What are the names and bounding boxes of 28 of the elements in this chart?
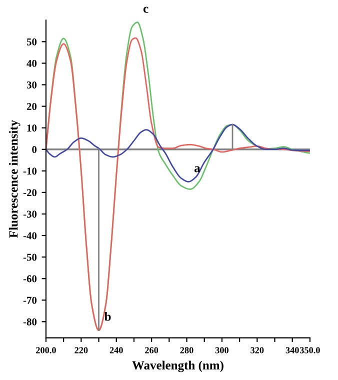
y-tick-label: 50 xyxy=(26,38,37,46)
x-tick-label: 220 xyxy=(74,347,88,354)
x-tick-label: 280 xyxy=(180,347,194,354)
y-tick-label: -20 xyxy=(23,189,37,196)
y-tick-label: -80 xyxy=(23,318,37,326)
y-tick-label: -30 xyxy=(23,210,37,218)
x-axis-title: Wavelength (nm) xyxy=(132,360,224,372)
y-tick-label: -70 xyxy=(23,296,37,304)
y-tick-label: 10 xyxy=(27,124,37,132)
x-tick-label: 340 xyxy=(286,347,299,354)
y-tick-label: 20 xyxy=(26,102,37,110)
annotation: c xyxy=(143,6,148,13)
x-tick-label: 260 xyxy=(145,347,158,354)
x-tick-label: 350.0 xyxy=(300,347,320,354)
y-tick-label: 0 xyxy=(32,146,37,154)
annotation: b xyxy=(104,312,111,321)
x-tick-label: 320 xyxy=(250,347,264,354)
y-tick-label: -60 xyxy=(23,275,37,282)
x-tick-label: 200.0 xyxy=(36,347,56,354)
y-tick-label: 30 xyxy=(26,81,37,88)
y-tick-label: -40 xyxy=(23,232,37,240)
annotation: a xyxy=(194,166,200,172)
y-tick-label: -10 xyxy=(23,168,37,175)
y-axis-title: Fluorescence intensity xyxy=(8,120,20,238)
y-tick-label: 40 xyxy=(26,60,37,67)
x-tick-label: 300 xyxy=(215,347,228,354)
x-tick-label: 240 xyxy=(110,347,123,354)
y-tick-label: -50 xyxy=(23,254,37,261)
